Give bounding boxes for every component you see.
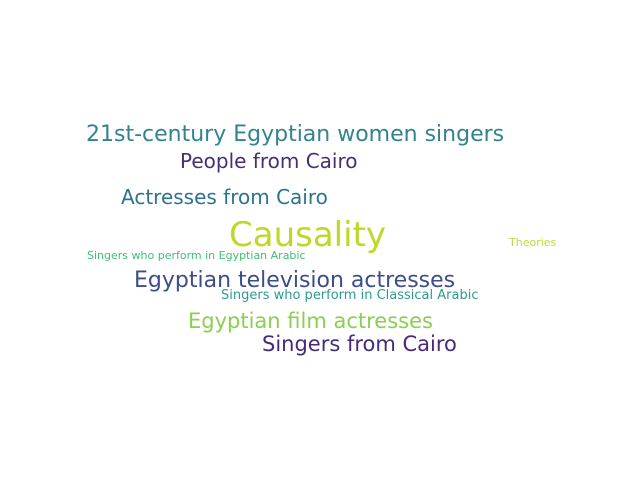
word-singers-egyptian-arabic: Singers who perform in Egyptian Arabic (87, 249, 306, 262)
word-egyptian-television-actresses: Egyptian television actresses (134, 268, 456, 293)
word-egyptian-film-actresses: Egyptian film actresses (188, 309, 433, 333)
word-theories: Theories (509, 236, 557, 249)
word-singers-from-cairo: Singers from Cairo (262, 332, 457, 356)
word-singers-classical-arabic: Singers who perform in Classical Arabic (221, 288, 479, 303)
word-people-from-cairo: People from Cairo (180, 149, 358, 173)
word-21st-century-egyptian-women-singers: 21st-century Egyptian women singers (86, 122, 505, 147)
word-causality: Causality (229, 215, 387, 255)
word-actresses-from-cairo: Actresses from Cairo (121, 185, 328, 209)
